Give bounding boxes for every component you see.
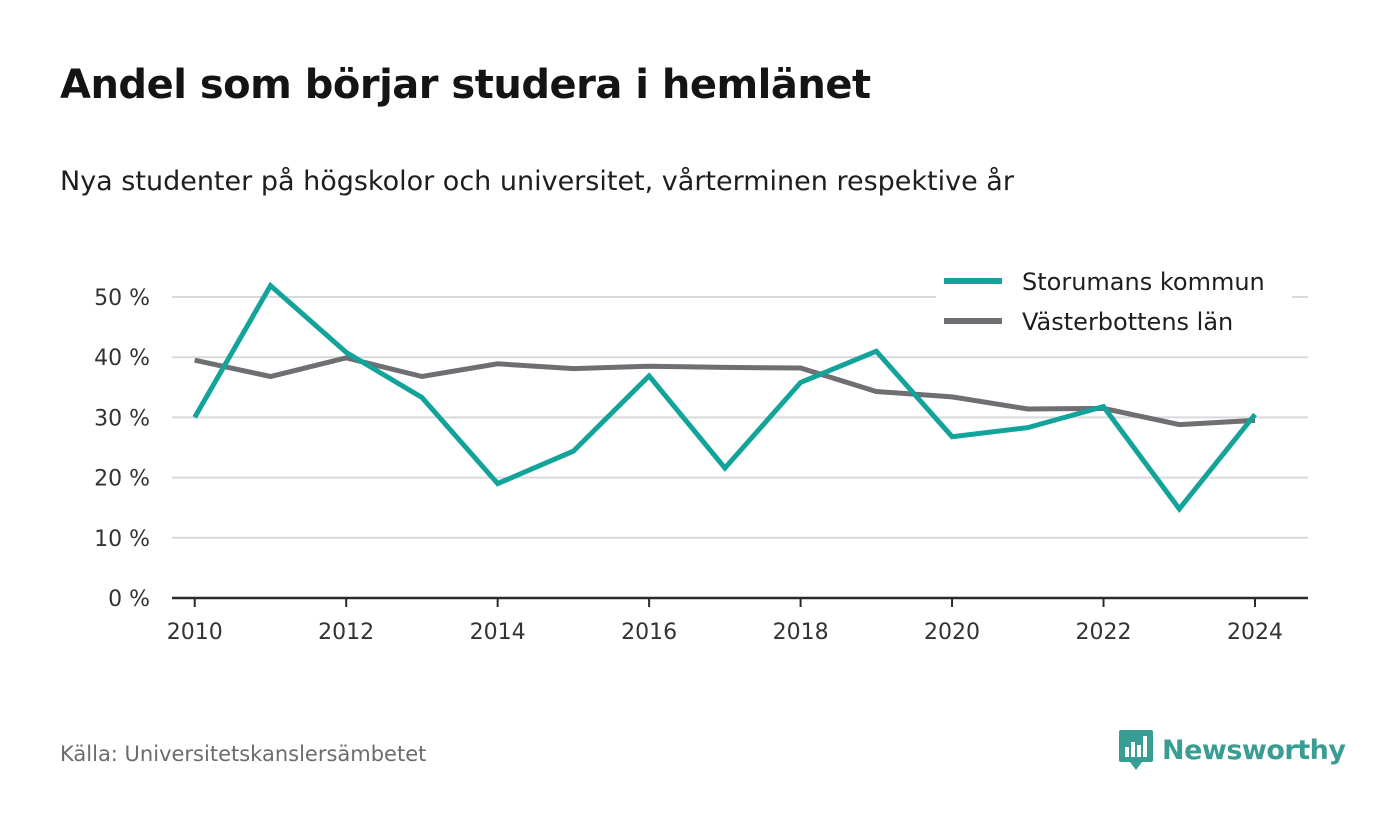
source-note: Källa: Universitetskanslersämbetet: [60, 742, 427, 766]
brand-logo[interactable]: Newsworthy: [1118, 728, 1346, 772]
newsworthy-logo-icon: [1119, 730, 1153, 770]
brand-name: Newsworthy: [1162, 734, 1346, 766]
x-tick-label: 2020: [924, 620, 980, 645]
legend: Storumans kommun Västerbottens län: [936, 258, 1292, 350]
series-layer: [192, 281, 1257, 513]
y-tick-label: 40 %: [94, 346, 150, 371]
y-tick-label: 10 %: [94, 527, 150, 552]
y-tick-label: 0 %: [108, 587, 150, 612]
y-tick-label: 20 %: [94, 467, 150, 492]
legend-label-1: Västerbottens län: [1022, 308, 1233, 336]
chart-title: Andel som börjar studera i hemlänet: [60, 62, 871, 108]
x-tick-label: 2024: [1227, 620, 1283, 645]
x-tick-label: 2018: [773, 620, 829, 645]
y-tick-label: 50 %: [94, 286, 150, 311]
x-tick-label: 2016: [621, 620, 677, 645]
x-tick-label: 2012: [318, 620, 374, 645]
legend-label-0: Storumans kommun: [1022, 268, 1265, 296]
legend-box: [936, 258, 1292, 350]
x-tick-label: 2014: [470, 620, 526, 645]
axis-layer: 0 % 10 % 20 % 30 % 40 % 50 % 2010 2012 2014 2016 2…: [94, 286, 1308, 645]
chart-subtitle: Nya studenter på högskolor och universit…: [60, 166, 1014, 197]
series-line-0: [192, 281, 1257, 513]
series-line-1: [194, 355, 1256, 428]
y-tick-label: 30 %: [94, 406, 150, 431]
x-tick-label: 2010: [167, 620, 223, 645]
x-tick-label: 2022: [1076, 620, 1132, 645]
